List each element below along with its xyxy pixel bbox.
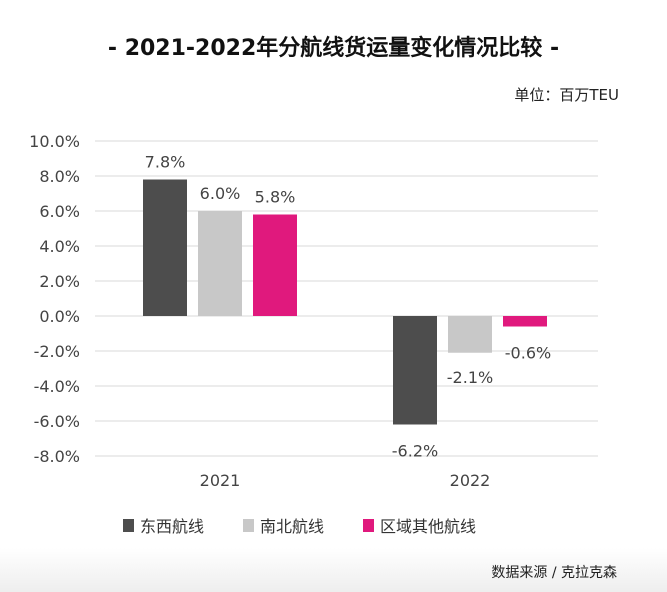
bar [503,316,547,327]
data-label: -0.6% [505,344,551,363]
data-label: -6.2% [392,442,438,461]
legend-swatch [243,519,254,532]
source-note: 数据来源 / 克拉克森 [491,565,617,581]
y-tick-label: -8.0% [34,447,80,466]
legend-swatch [363,519,374,532]
bar [448,316,492,353]
bar [253,214,297,316]
bar [198,211,242,316]
y-tick-label: -6.0% [34,412,80,431]
y-tick-label: 4.0% [39,237,80,256]
bar [143,179,187,316]
legend-label: 南北航线 [260,517,324,536]
y-tick-label: 0.0% [39,307,80,326]
y-tick-label: 6.0% [39,202,80,221]
chart-title: - 2021-2022年分航线货运量变化情况比较 - [107,36,560,61]
data-label: -2.1% [447,368,493,387]
data-label: 7.8% [145,153,186,172]
y-tick-label: 2.0% [39,272,80,291]
bar [393,316,437,425]
y-tick-label: -4.0% [34,377,80,396]
y-tick-label: 8.0% [39,167,80,186]
data-label: 6.0% [200,184,241,203]
legend-label: 区域其他航线 [380,517,476,536]
unit-label: 单位：百万TEU [514,86,619,104]
legend-swatch [123,519,134,532]
x-tick-label: 2021 [200,471,241,490]
y-tick-label: -2.0% [34,342,80,361]
footer-band [0,548,667,592]
y-tick-label: 10.0% [29,132,80,151]
data-label: 5.8% [255,188,296,207]
legend-label: 东西航线 [140,517,204,536]
x-tick-label: 2022 [450,471,491,490]
bar-chart: 10.0% 8.0% 6.0% 4.0% 2.0% 0.0% -2.0% -4.0% -6.0%… [29,132,598,536]
